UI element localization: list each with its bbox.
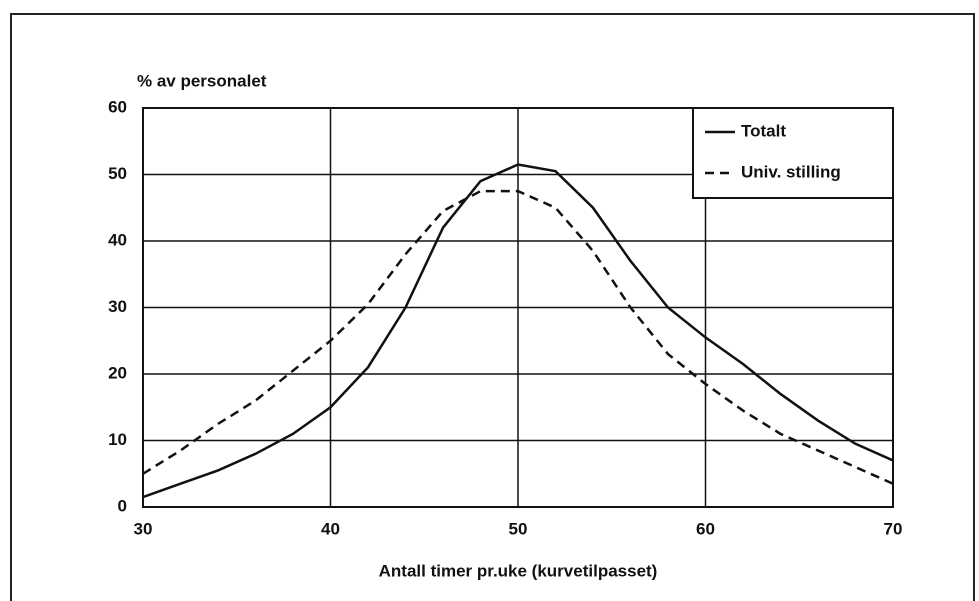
line-series bbox=[142, 163, 894, 499]
x-tick-label: 40 bbox=[321, 519, 340, 538]
x-tick-label: 70 bbox=[884, 519, 903, 538]
y-tick-label: 60 bbox=[108, 97, 127, 116]
y-tick-label: 50 bbox=[108, 164, 127, 183]
y-tick-label: 0 bbox=[118, 496, 127, 515]
y-tick-label: 20 bbox=[108, 363, 127, 382]
y-tick-label: 30 bbox=[108, 297, 127, 316]
x-tick-label: 30 bbox=[134, 519, 153, 538]
x-tick-label: 50 bbox=[509, 519, 528, 538]
y-tick-label: 40 bbox=[108, 230, 127, 249]
legend-label: Univ. stilling bbox=[741, 162, 841, 181]
x-tick-label: 60 bbox=[696, 519, 715, 538]
legend-label: Totalt bbox=[741, 121, 786, 140]
line-series bbox=[142, 189, 894, 485]
plot-border bbox=[142, 107, 894, 508]
x-axis-label: Antall timer pr.uke (kurvetilpasset) bbox=[379, 561, 658, 580]
y-axis-label: % av personalet bbox=[137, 71, 267, 90]
y-tick-label: 10 bbox=[108, 430, 127, 449]
frame bbox=[10, 13, 975, 601]
legend-box bbox=[692, 107, 894, 199]
